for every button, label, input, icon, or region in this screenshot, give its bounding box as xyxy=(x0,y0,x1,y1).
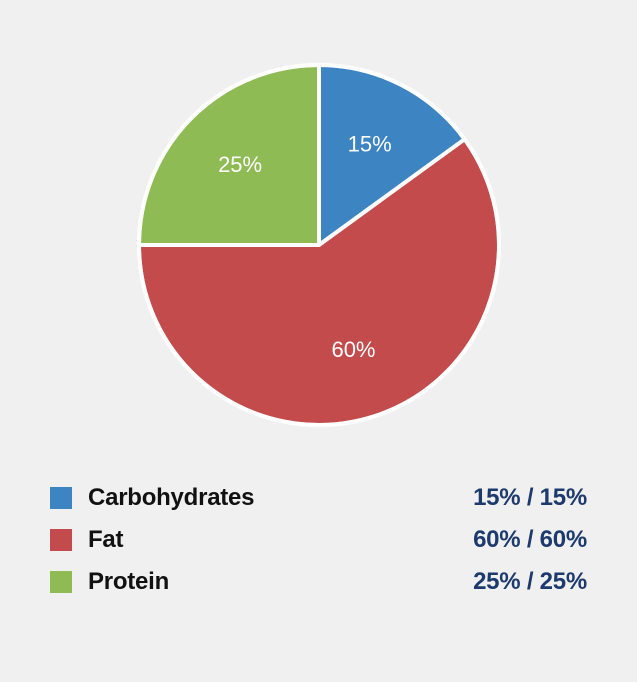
legend-swatch-protein xyxy=(50,571,72,593)
pie-chart: 15% 60% 25% xyxy=(129,55,509,435)
legend-swatch-carbs xyxy=(50,487,72,509)
legend-value-fat: 60% / 60% xyxy=(473,526,587,554)
legend-label-carbs: Carbohydrates xyxy=(88,484,473,512)
legend-label-fat: Fat xyxy=(88,526,473,554)
legend-row-fat: Fat 60% / 60% xyxy=(50,526,587,554)
pie-chart-area: 15% 60% 25% xyxy=(40,30,597,460)
legend-row-protein: Protein 25% / 25% xyxy=(50,568,587,596)
pie-slice-label-fat: 60% xyxy=(331,337,375,362)
legend-swatch-fat xyxy=(50,529,72,551)
pie-slice-label-protein: 25% xyxy=(218,152,262,177)
legend-label-protein: Protein xyxy=(88,568,473,596)
legend-row-carbs: Carbohydrates 15% / 15% xyxy=(50,484,587,512)
pie-slice-label-carbs: 15% xyxy=(347,131,391,156)
chart-container: 15% 60% 25% Carbohydrates 15% / 15% Fat 60… xyxy=(0,0,637,682)
legend-value-carbs: 15% / 15% xyxy=(473,484,587,512)
legend-value-protein: 25% / 25% xyxy=(473,568,587,596)
legend: Carbohydrates 15% / 15% Fat 60% / 60% Pr… xyxy=(40,460,597,610)
